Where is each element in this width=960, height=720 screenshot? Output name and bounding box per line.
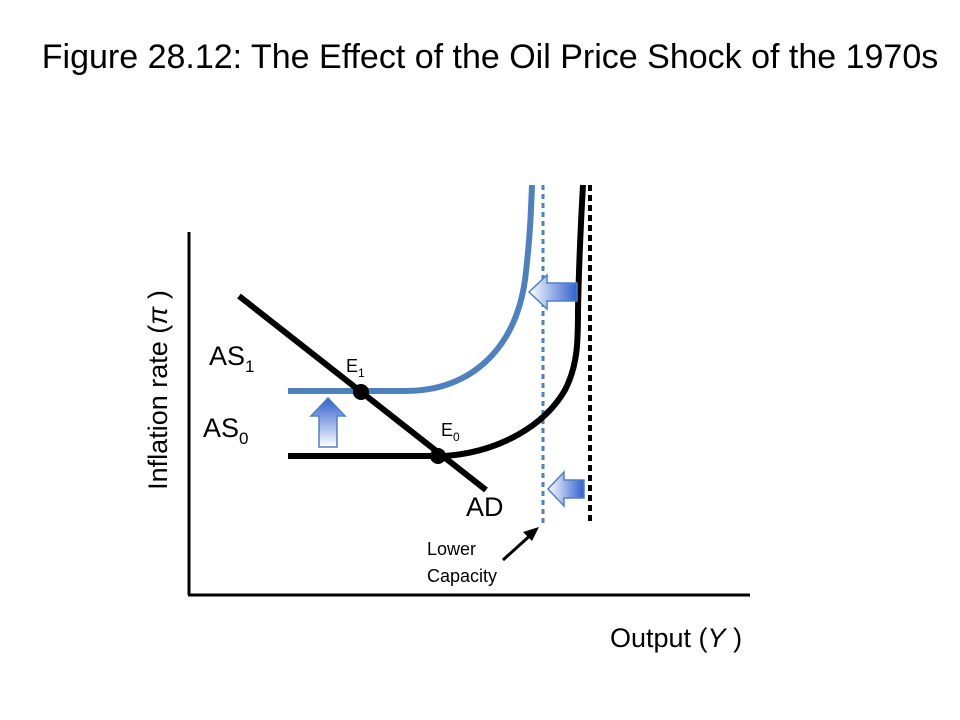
ad-label: AD: [466, 492, 504, 522]
left-arrow-icon-lower: [546, 470, 585, 508]
up-arrow-icon: [309, 396, 347, 448]
e1-label: E1: [346, 356, 365, 380]
e0-label: E0: [441, 420, 460, 444]
pointer-arrowhead-icon: [523, 527, 539, 541]
as0-label: AS0: [203, 413, 249, 448]
x-axis-label: Output (Y ): [610, 623, 742, 653]
e1-point: [353, 384, 369, 400]
lower-capacity-label-line2: Capacity: [427, 566, 497, 586]
as1-curve: [288, 184, 535, 394]
figure-title: Figure 28.12: The Effect of the Oil Pric…: [41, 38, 939, 76]
y-axis-label: Inflation rate (π ): [143, 290, 173, 490]
lower-capacity-label-line1: Lower: [427, 539, 476, 559]
left-arrow-icon-upper: [527, 273, 578, 311]
as0-curve: [288, 184, 586, 459]
as1-label: AS1: [209, 341, 255, 376]
e0-point: [430, 448, 446, 464]
